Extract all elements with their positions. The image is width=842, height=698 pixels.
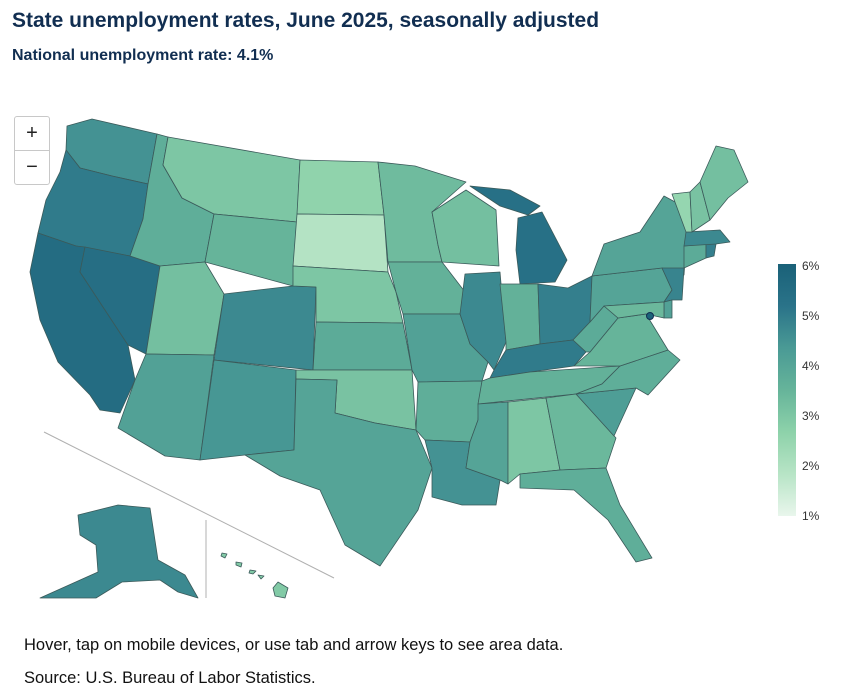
legend-tick-label: 5% (802, 309, 820, 323)
state-ga[interactable] (545, 393, 617, 471)
zoom-controls: + − (14, 116, 50, 185)
legend-tick-label: 1% (802, 509, 820, 523)
legend-tick-label: 4% (802, 359, 820, 373)
legend-tick-label: 6% (802, 259, 820, 273)
source-note: Source: U.S. Bureau of Labor Statistics. (24, 669, 316, 687)
state-ri[interactable] (705, 243, 717, 259)
state-de[interactable] (663, 299, 673, 319)
state-ak[interactable] (39, 504, 199, 599)
state-hi[interactable] (220, 552, 289, 599)
legend-color-bar (778, 264, 796, 516)
zoom-in-button[interactable]: + (26, 122, 38, 144)
legend-tick-label: 2% (802, 459, 820, 473)
legend-tick-label: 3% (802, 409, 820, 423)
state-ks[interactable] (312, 321, 413, 371)
state-in[interactable] (499, 283, 541, 351)
state-az[interactable] (117, 353, 215, 461)
us-choropleth-map (29, 118, 749, 599)
color-legend: 6% 5% 4% 3% 2% 1% (778, 259, 838, 523)
state-ma[interactable] (683, 229, 731, 247)
zoom-out-button[interactable]: − (15, 150, 49, 184)
inset-divider (43, 431, 335, 579)
state-fl[interactable] (519, 467, 653, 563)
state-ar[interactable] (415, 380, 483, 443)
state-nm[interactable] (199, 359, 297, 461)
state-ny[interactable] (591, 195, 691, 277)
state-me[interactable] (699, 145, 749, 221)
page-title: State unemployment rates, June 2025, sea… (12, 9, 600, 32)
state-mi[interactable] (469, 185, 568, 285)
page-subtitle: National unemployment rate: 4.1% (12, 47, 274, 64)
state-wy[interactable] (204, 213, 298, 287)
state-co[interactable] (213, 285, 317, 371)
state-tx[interactable] (244, 378, 433, 567)
state-sd[interactable] (292, 213, 389, 273)
state-dc[interactable] (646, 312, 654, 320)
state-ct[interactable] (683, 243, 707, 269)
interaction-instructions: Hover, tap on mobile devices, or use tab… (24, 636, 564, 654)
state-nd[interactable] (296, 159, 385, 216)
state-wi[interactable] (431, 189, 500, 267)
